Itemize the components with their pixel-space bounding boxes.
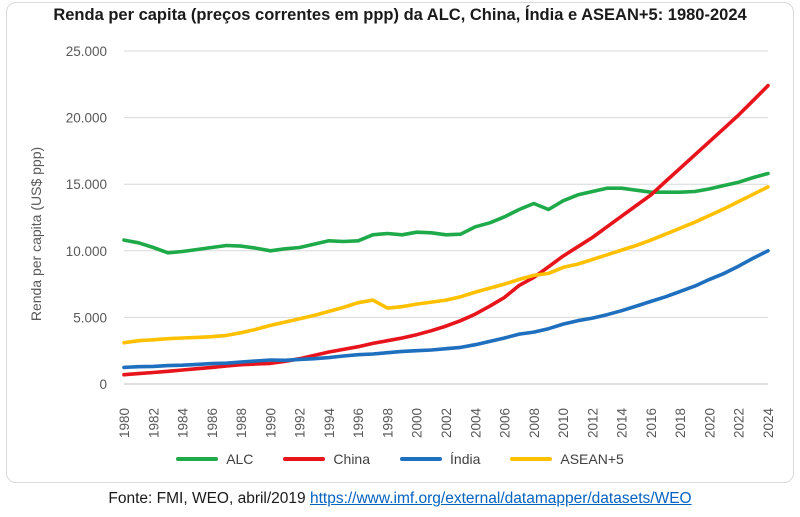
x-tick-label: 2002 [439, 408, 454, 438]
x-tick-label: 1992 [293, 408, 308, 438]
legend-label: China [333, 451, 371, 467]
x-tick-label: 2022 [732, 408, 747, 438]
series-line-alc [122, 171, 770, 255]
legend-swatch [176, 457, 219, 461]
y-tick-label: 25.000 [66, 44, 107, 59]
source-text: Fonte: FMI, WEO, abril/2019 [108, 490, 306, 507]
x-tick-label: 2004 [468, 407, 483, 438]
legend-item: ASEAN+5 [510, 451, 624, 467]
source-footer: Fonte: FMI, WEO, abril/2019 https://www.… [0, 490, 800, 508]
x-tick-label: 1984 [176, 407, 191, 438]
x-tick-label: 2024 [761, 407, 776, 438]
y-tick-label: 10.000 [66, 244, 107, 259]
x-tick-label: 2010 [556, 408, 571, 438]
legend-swatch [283, 457, 326, 461]
series-line-asean-5 [122, 185, 770, 345]
x-tick-label: 2006 [498, 408, 513, 438]
x-tick-label: 2016 [644, 408, 659, 438]
legend-item: China [283, 451, 370, 467]
y-tick-label: 0 [99, 377, 107, 392]
series-line-china [122, 83, 770, 377]
legend-swatch [400, 457, 443, 461]
x-tick-label: 2018 [673, 408, 688, 438]
x-tick-label: 1996 [351, 408, 366, 438]
x-tick-label: 1980 [117, 408, 132, 438]
legend-swatch [510, 457, 553, 461]
x-tick-label: 2012 [585, 408, 600, 438]
x-tick-label: 2020 [702, 408, 717, 438]
y-tick-label: 15.000 [66, 177, 107, 192]
x-tick-label: 1988 [234, 408, 249, 438]
series-line--ndia [122, 249, 770, 370]
x-tick-label: 2014 [615, 407, 630, 438]
x-tick-label: 1986 [205, 408, 220, 438]
chart-title: Renda per capita (preços correntes em pp… [53, 6, 747, 24]
x-tick-label: 2008 [527, 408, 542, 438]
legend-label: ALC [226, 451, 254, 467]
source-link[interactable]: https://www.imf.org/external/datamapper/… [309, 490, 692, 507]
legend: ALC China Índia ASEAN+5 [0, 451, 800, 467]
x-tick-label: 1982 [146, 408, 161, 438]
x-tick-label: 1998 [380, 408, 395, 438]
legend-item: ALC [176, 451, 253, 467]
y-tick-label: 20.000 [66, 111, 107, 126]
legend-label: ASEAN+5 [560, 451, 624, 467]
x-tick-label: 2000 [410, 408, 425, 438]
y-tick-label: 5.000 [73, 310, 107, 325]
legend-item: Índia [400, 451, 480, 467]
x-tick-label: 1990 [263, 408, 278, 438]
x-tick-label: 1994 [322, 407, 337, 438]
legend-label: Índia [450, 451, 481, 467]
